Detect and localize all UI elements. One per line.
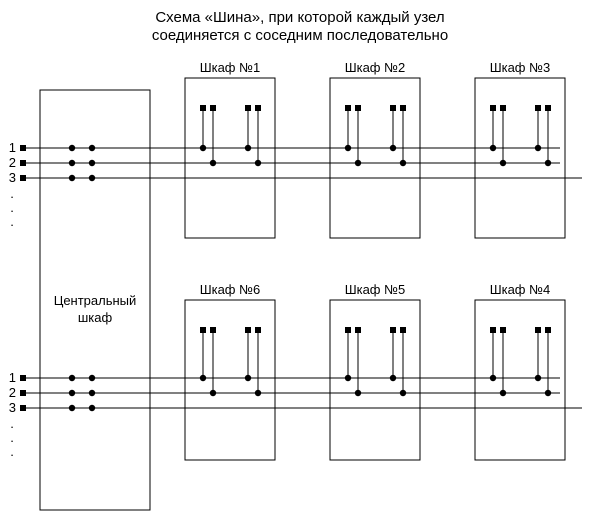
top-central-node-0-1 bbox=[89, 145, 95, 151]
cabinet-bot-2-label: Шкаф №4 bbox=[490, 282, 551, 297]
cabinet-top-2 bbox=[475, 78, 565, 238]
bot-ellipsis-2: . bbox=[10, 444, 14, 459]
top-central-node-2-1 bbox=[89, 175, 95, 181]
bot-bus-num-0: 1 bbox=[9, 370, 16, 385]
top-pin-sq-1-0-1 bbox=[355, 105, 361, 111]
cabinet-bot-1-label: Шкаф №5 bbox=[345, 282, 406, 297]
bot-pin-node-1-0-0 bbox=[345, 375, 351, 381]
top-pin-sq-2-1-0 bbox=[535, 105, 541, 111]
top-central-node-1-1 bbox=[89, 160, 95, 166]
bot-pin-sq-0-0-1 bbox=[210, 327, 216, 333]
bot-pin-sq-1-0-1 bbox=[355, 327, 361, 333]
cabinet-bot-0 bbox=[185, 300, 275, 460]
bot-pin-node-2-0-0 bbox=[490, 375, 496, 381]
bot-pin-node-1-0-1 bbox=[355, 390, 361, 396]
top-ellipsis-1: . bbox=[10, 200, 14, 215]
top-pin-node-2-1-1 bbox=[545, 160, 551, 166]
bot-pin-sq-0-1-0 bbox=[245, 327, 251, 333]
bot-ellipsis-0: . bbox=[10, 416, 14, 431]
bot-pin-node-1-1-1 bbox=[400, 390, 406, 396]
top-pin-node-1-1-1 bbox=[400, 160, 406, 166]
cabinet-top-1-label: Шкаф №2 bbox=[345, 60, 406, 75]
top-bus-term-1 bbox=[20, 160, 26, 166]
top-pin-sq-2-0-1 bbox=[500, 105, 506, 111]
top-pin-node-0-0-1 bbox=[210, 160, 216, 166]
bot-pin-sq-1-0-0 bbox=[345, 327, 351, 333]
top-pin-sq-1-0-0 bbox=[345, 105, 351, 111]
bot-bus-term-0 bbox=[20, 375, 26, 381]
top-pin-sq-2-1-1 bbox=[545, 105, 551, 111]
top-bus-term-0 bbox=[20, 145, 26, 151]
top-pin-node-0-0-0 bbox=[200, 145, 206, 151]
top-pin-node-0-1-1 bbox=[255, 160, 261, 166]
central-label-2: шкаф bbox=[78, 310, 113, 325]
bot-pin-node-2-0-1 bbox=[500, 390, 506, 396]
cabinet-bot-0-label: Шкаф №6 bbox=[200, 282, 261, 297]
bus-topology-diagram: Схема «Шина», при которой каждый узелсое… bbox=[0, 0, 590, 529]
bot-ellipsis-1: . bbox=[10, 430, 14, 445]
top-pin-sq-1-1-0 bbox=[390, 105, 396, 111]
top-pin-sq-0-0-0 bbox=[200, 105, 206, 111]
top-pin-node-1-0-0 bbox=[345, 145, 351, 151]
cabinet-top-0 bbox=[185, 78, 275, 238]
top-pin-sq-0-1-1 bbox=[255, 105, 261, 111]
bot-pin-sq-2-0-0 bbox=[490, 327, 496, 333]
bot-pin-node-0-0-0 bbox=[200, 375, 206, 381]
bot-pin-sq-2-0-1 bbox=[500, 327, 506, 333]
top-pin-node-2-1-0 bbox=[535, 145, 541, 151]
top-bus-num-0: 1 bbox=[9, 140, 16, 155]
bot-central-node-2-1 bbox=[89, 405, 95, 411]
top-pin-node-1-0-1 bbox=[355, 160, 361, 166]
bot-pin-sq-1-1-1 bbox=[400, 327, 406, 333]
title-line2: соединяется с соседним последовательно bbox=[152, 27, 448, 44]
top-pin-sq-2-0-0 bbox=[490, 105, 496, 111]
cabinet-top-1 bbox=[330, 78, 420, 238]
top-pin-sq-1-1-1 bbox=[400, 105, 406, 111]
top-pin-node-1-1-0 bbox=[390, 145, 396, 151]
title-line1: Схема «Шина», при которой каждый узел bbox=[155, 9, 444, 26]
bot-pin-node-0-0-1 bbox=[210, 390, 216, 396]
bot-central-node-1-1 bbox=[89, 390, 95, 396]
top-pin-node-0-1-0 bbox=[245, 145, 251, 151]
bot-pin-node-2-1-1 bbox=[545, 390, 551, 396]
bot-central-node-0-0 bbox=[69, 375, 75, 381]
top-pin-node-2-0-1 bbox=[500, 160, 506, 166]
bot-pin-node-1-1-0 bbox=[390, 375, 396, 381]
bot-bus-term-1 bbox=[20, 390, 26, 396]
cabinet-top-0-label: Шкаф №1 bbox=[200, 60, 261, 75]
bot-central-node-2-0 bbox=[69, 405, 75, 411]
top-ellipsis-2: . bbox=[10, 214, 14, 229]
bot-pin-node-2-1-0 bbox=[535, 375, 541, 381]
bot-bus-num-1: 2 bbox=[9, 385, 16, 400]
cabinet-top-2-label: Шкаф №3 bbox=[490, 60, 551, 75]
bot-pin-sq-0-0-0 bbox=[200, 327, 206, 333]
bot-bus-num-2: 3 bbox=[9, 400, 16, 415]
central-label-1: Центральный bbox=[54, 293, 137, 308]
bot-pin-sq-2-1-0 bbox=[535, 327, 541, 333]
top-bus-num-2: 3 bbox=[9, 170, 16, 185]
bot-pin-sq-2-1-1 bbox=[545, 327, 551, 333]
bot-pin-sq-1-1-0 bbox=[390, 327, 396, 333]
top-central-node-1-0 bbox=[69, 160, 75, 166]
top-pin-node-2-0-0 bbox=[490, 145, 496, 151]
cabinet-bot-2 bbox=[475, 300, 565, 460]
bot-central-node-1-0 bbox=[69, 390, 75, 396]
top-central-node-2-0 bbox=[69, 175, 75, 181]
bot-pin-sq-0-1-1 bbox=[255, 327, 261, 333]
top-pin-sq-0-0-1 bbox=[210, 105, 216, 111]
bot-pin-node-0-1-0 bbox=[245, 375, 251, 381]
bot-pin-node-0-1-1 bbox=[255, 390, 261, 396]
bot-bus-term-2 bbox=[20, 405, 26, 411]
bot-central-node-0-1 bbox=[89, 375, 95, 381]
top-central-node-0-0 bbox=[69, 145, 75, 151]
cabinet-bot-1 bbox=[330, 300, 420, 460]
top-bus-term-2 bbox=[20, 175, 26, 181]
top-pin-sq-0-1-0 bbox=[245, 105, 251, 111]
top-ellipsis-0: . bbox=[10, 186, 14, 201]
top-bus-num-1: 2 bbox=[9, 155, 16, 170]
